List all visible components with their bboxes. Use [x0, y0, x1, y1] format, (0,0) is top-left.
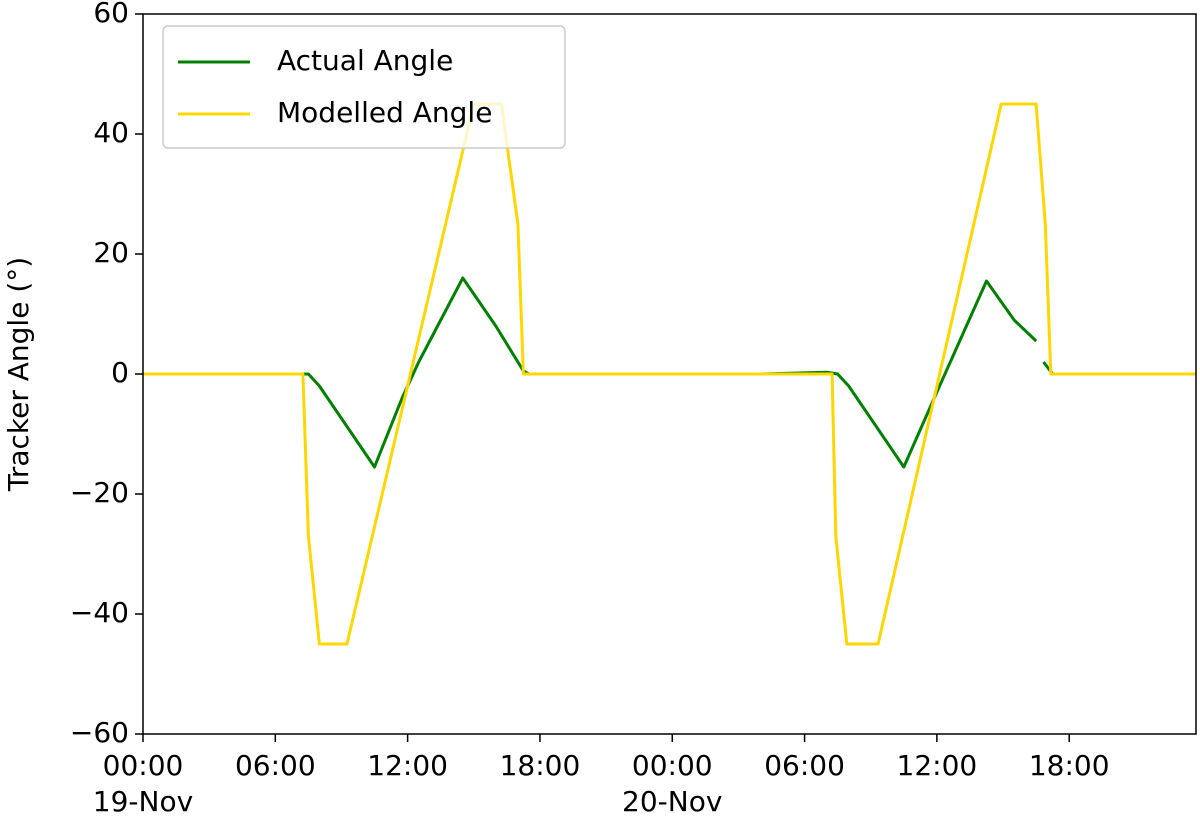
x-tick-label: 06:00 [764, 749, 845, 782]
x-tick-label: 12:00 [896, 749, 978, 782]
y-axis-label: Tracker Angle (°) [2, 257, 35, 492]
y-tick-label: 60 [93, 0, 129, 29]
y-tick-label: 40 [93, 116, 129, 149]
legend-box [162, 25, 566, 149]
series-line [143, 102, 1196, 646]
y-tick-label: 20 [93, 236, 129, 269]
y-tick-label: 0 [111, 356, 129, 389]
y-tick-label: −20 [70, 476, 129, 509]
legend-label: Actual Angle [277, 44, 453, 77]
x-tick-label: 18:00 [1028, 749, 1110, 782]
x-tick-label: 06:00 [234, 749, 316, 782]
legend-label: Modelled Angle [277, 96, 492, 129]
plot-frame [142, 13, 1197, 735]
y-tick-label: −40 [70, 596, 129, 629]
x-tick-label: 00:00 19-Nov [92, 749, 194, 818]
y-tick-label: −60 [70, 716, 129, 749]
x-tick-label: 18:00 [499, 749, 581, 782]
x-tick-label: 00:00 20-Nov [622, 749, 723, 818]
x-tick-label: 12:00 [367, 749, 448, 782]
